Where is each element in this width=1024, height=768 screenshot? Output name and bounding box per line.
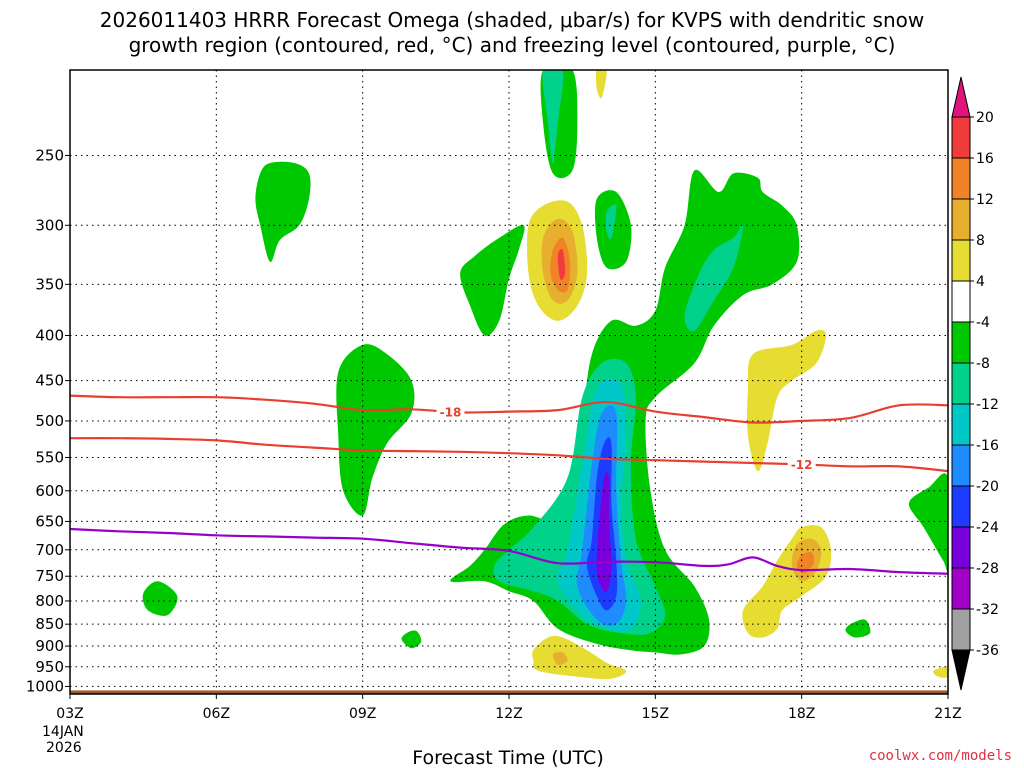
colorbar-bin xyxy=(951,444,971,487)
colorbar-bin xyxy=(951,608,971,651)
chart-title-line2: growth region (contoured, red, °C) and f… xyxy=(129,33,896,57)
dendritic-bottom-label-bg xyxy=(787,457,816,472)
colorbar-bin xyxy=(951,567,971,610)
x-axis: 03Z 06Z 09Z 12Z 15Z 18Z 21Z xyxy=(56,694,962,722)
omega-region xyxy=(747,330,827,472)
colorbar-label: 16 xyxy=(976,151,994,167)
colorbar-label: -8 xyxy=(976,356,990,372)
omega-region xyxy=(796,552,815,574)
colorbar-bin xyxy=(951,362,971,405)
colorbar-bin xyxy=(951,157,971,200)
omega-region xyxy=(605,204,617,240)
colorbar-bin xyxy=(951,239,971,282)
colorbar-bin xyxy=(951,198,971,241)
y-tick-label: 350 xyxy=(35,275,64,293)
colorbar-label: -24 xyxy=(976,520,999,536)
colorbar-label: 8 xyxy=(976,233,985,249)
y-tick-label: 600 xyxy=(35,482,64,500)
x-tick-label: 09Z xyxy=(349,706,376,722)
colorbar-label: 4 xyxy=(976,274,985,290)
y-tick-label: 650 xyxy=(35,512,64,530)
omega-region xyxy=(845,619,871,638)
colorbar-label: -28 xyxy=(976,561,999,577)
colorbar-label: -12 xyxy=(976,397,999,413)
omega-region xyxy=(142,581,178,616)
y-tick-label: 750 xyxy=(35,567,64,585)
omega-region xyxy=(542,70,564,163)
omega-region xyxy=(595,70,607,99)
dendritic-bottom-label: -12 xyxy=(791,458,813,472)
omega-region xyxy=(684,224,744,332)
omega-region xyxy=(336,344,415,516)
colorbar-label: 20 xyxy=(976,110,994,126)
colorbar-bin xyxy=(951,485,971,528)
x-axis-label: Forecast Time (UTC) xyxy=(412,747,603,768)
omega-region xyxy=(742,525,832,638)
colorbar-label: -36 xyxy=(976,643,999,659)
omega-region xyxy=(552,652,568,665)
dendritic-top-line xyxy=(70,394,948,424)
y-tick-label: 700 xyxy=(35,541,64,559)
x-tick-label: 18Z xyxy=(788,706,815,722)
omega-region xyxy=(532,635,627,680)
colorbar-bin xyxy=(951,321,971,364)
x-tick-label: 12Z xyxy=(495,706,522,722)
colorbar-label: -16 xyxy=(976,438,999,454)
dendritic-top-label-bg xyxy=(436,404,465,419)
contours: -18 -12 xyxy=(70,394,948,575)
grid xyxy=(70,70,948,694)
omega-region xyxy=(908,473,948,572)
x-tick-label: 06Z xyxy=(203,706,230,722)
y-tick-label: 250 xyxy=(35,146,64,164)
credit-link[interactable]: coolwx.com/models xyxy=(869,748,1012,764)
y-tick-label: 900 xyxy=(35,637,64,655)
colorbar-bin xyxy=(951,403,971,446)
y-tick-label: 950 xyxy=(35,658,64,676)
colorbar-label: -20 xyxy=(976,479,999,495)
colorbar: 20 16 12 8 4 -4 -8 -12 -16 -20 -24 -28 -32 -36 xyxy=(951,76,999,691)
y-tick-label: 800 xyxy=(35,592,64,610)
omega-region xyxy=(255,161,311,263)
colorbar-label: -4 xyxy=(976,315,990,331)
ground-surface xyxy=(70,690,948,694)
x-tick-label: 03Z xyxy=(56,706,83,722)
dendritic-top-label: -18 xyxy=(440,405,462,419)
y-tick-label: 1000 xyxy=(26,677,64,695)
colorbar-label: 12 xyxy=(976,192,994,208)
y-tick-label: 300 xyxy=(35,216,64,234)
omega-region xyxy=(557,249,566,280)
y-tick-label: 450 xyxy=(35,372,64,390)
y-tick-label: 850 xyxy=(35,615,64,633)
y-tick-label: 500 xyxy=(35,412,64,430)
omega-region xyxy=(933,666,948,678)
x-date-year: 2026 xyxy=(46,740,82,756)
colorbar-label: -32 xyxy=(976,602,999,618)
x-date-day: 14JAN xyxy=(42,724,84,740)
colorbar-top-arrow xyxy=(951,76,971,118)
y-tick-label: 400 xyxy=(35,326,64,344)
freezing-level-line xyxy=(70,527,948,575)
y-tick-label: 550 xyxy=(35,448,64,466)
omega-region xyxy=(460,225,525,336)
colorbar-bin xyxy=(951,526,971,569)
colorbar-bin xyxy=(951,280,971,323)
omega-shading xyxy=(142,70,948,680)
x-tick-label: 21Z xyxy=(934,706,961,722)
colorbar-bin xyxy=(951,116,971,159)
y-axis: 250 300 350 400 450 500 550 600 650 700 750 800 850 9… xyxy=(26,146,70,695)
chart-title-line1: 2026011403 HRRR Forecast Omega (shaded, … xyxy=(100,8,924,32)
omega-region xyxy=(401,630,422,649)
colorbar-bottom-arrow xyxy=(951,649,971,691)
x-tick-label: 15Z xyxy=(642,706,669,722)
